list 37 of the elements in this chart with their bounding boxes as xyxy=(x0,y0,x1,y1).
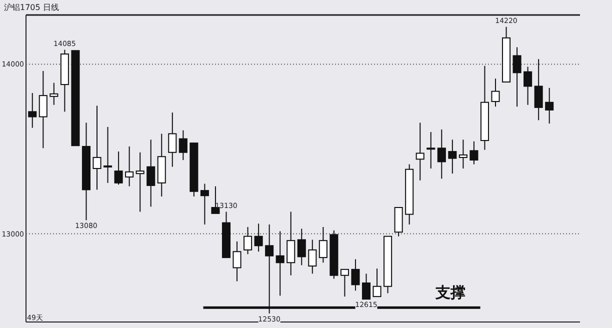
candlestick xyxy=(524,66,532,106)
candlestick xyxy=(416,122,424,181)
candlestick xyxy=(545,87,554,124)
candlestick xyxy=(146,139,156,208)
ref-line-label: 支撑 xyxy=(434,284,466,302)
candlestick xyxy=(458,139,468,169)
chart-title: 沪铝1705 日线 xyxy=(4,3,59,12)
candlestick xyxy=(448,139,457,174)
candlestick xyxy=(318,226,328,264)
candlestick xyxy=(178,130,188,161)
candlestick xyxy=(200,183,209,225)
candlestick xyxy=(512,46,522,108)
candlestick xyxy=(136,152,144,212)
candlestick xyxy=(38,70,48,149)
candlestick xyxy=(104,126,112,184)
candlestick xyxy=(426,132,436,169)
candlestick xyxy=(168,112,177,168)
candlestick xyxy=(534,58,543,121)
candlestick xyxy=(244,226,252,255)
candlestick xyxy=(491,78,500,108)
candlestick xyxy=(470,140,478,165)
candlestick xyxy=(351,258,360,292)
candlestick xyxy=(114,151,123,186)
candlestick xyxy=(308,239,317,274)
candlestick xyxy=(50,82,58,106)
candlestick xyxy=(232,240,242,282)
candlestick xyxy=(437,128,446,180)
candlestick xyxy=(92,105,102,190)
candlestick xyxy=(254,223,263,252)
candlestick xyxy=(340,268,349,298)
candlestick xyxy=(125,146,134,187)
candlestick xyxy=(28,92,37,128)
candlestick xyxy=(362,273,371,300)
candlestick xyxy=(372,268,382,298)
candlestick xyxy=(276,230,284,296)
candlestick xyxy=(286,211,296,276)
candlestick xyxy=(297,228,306,266)
